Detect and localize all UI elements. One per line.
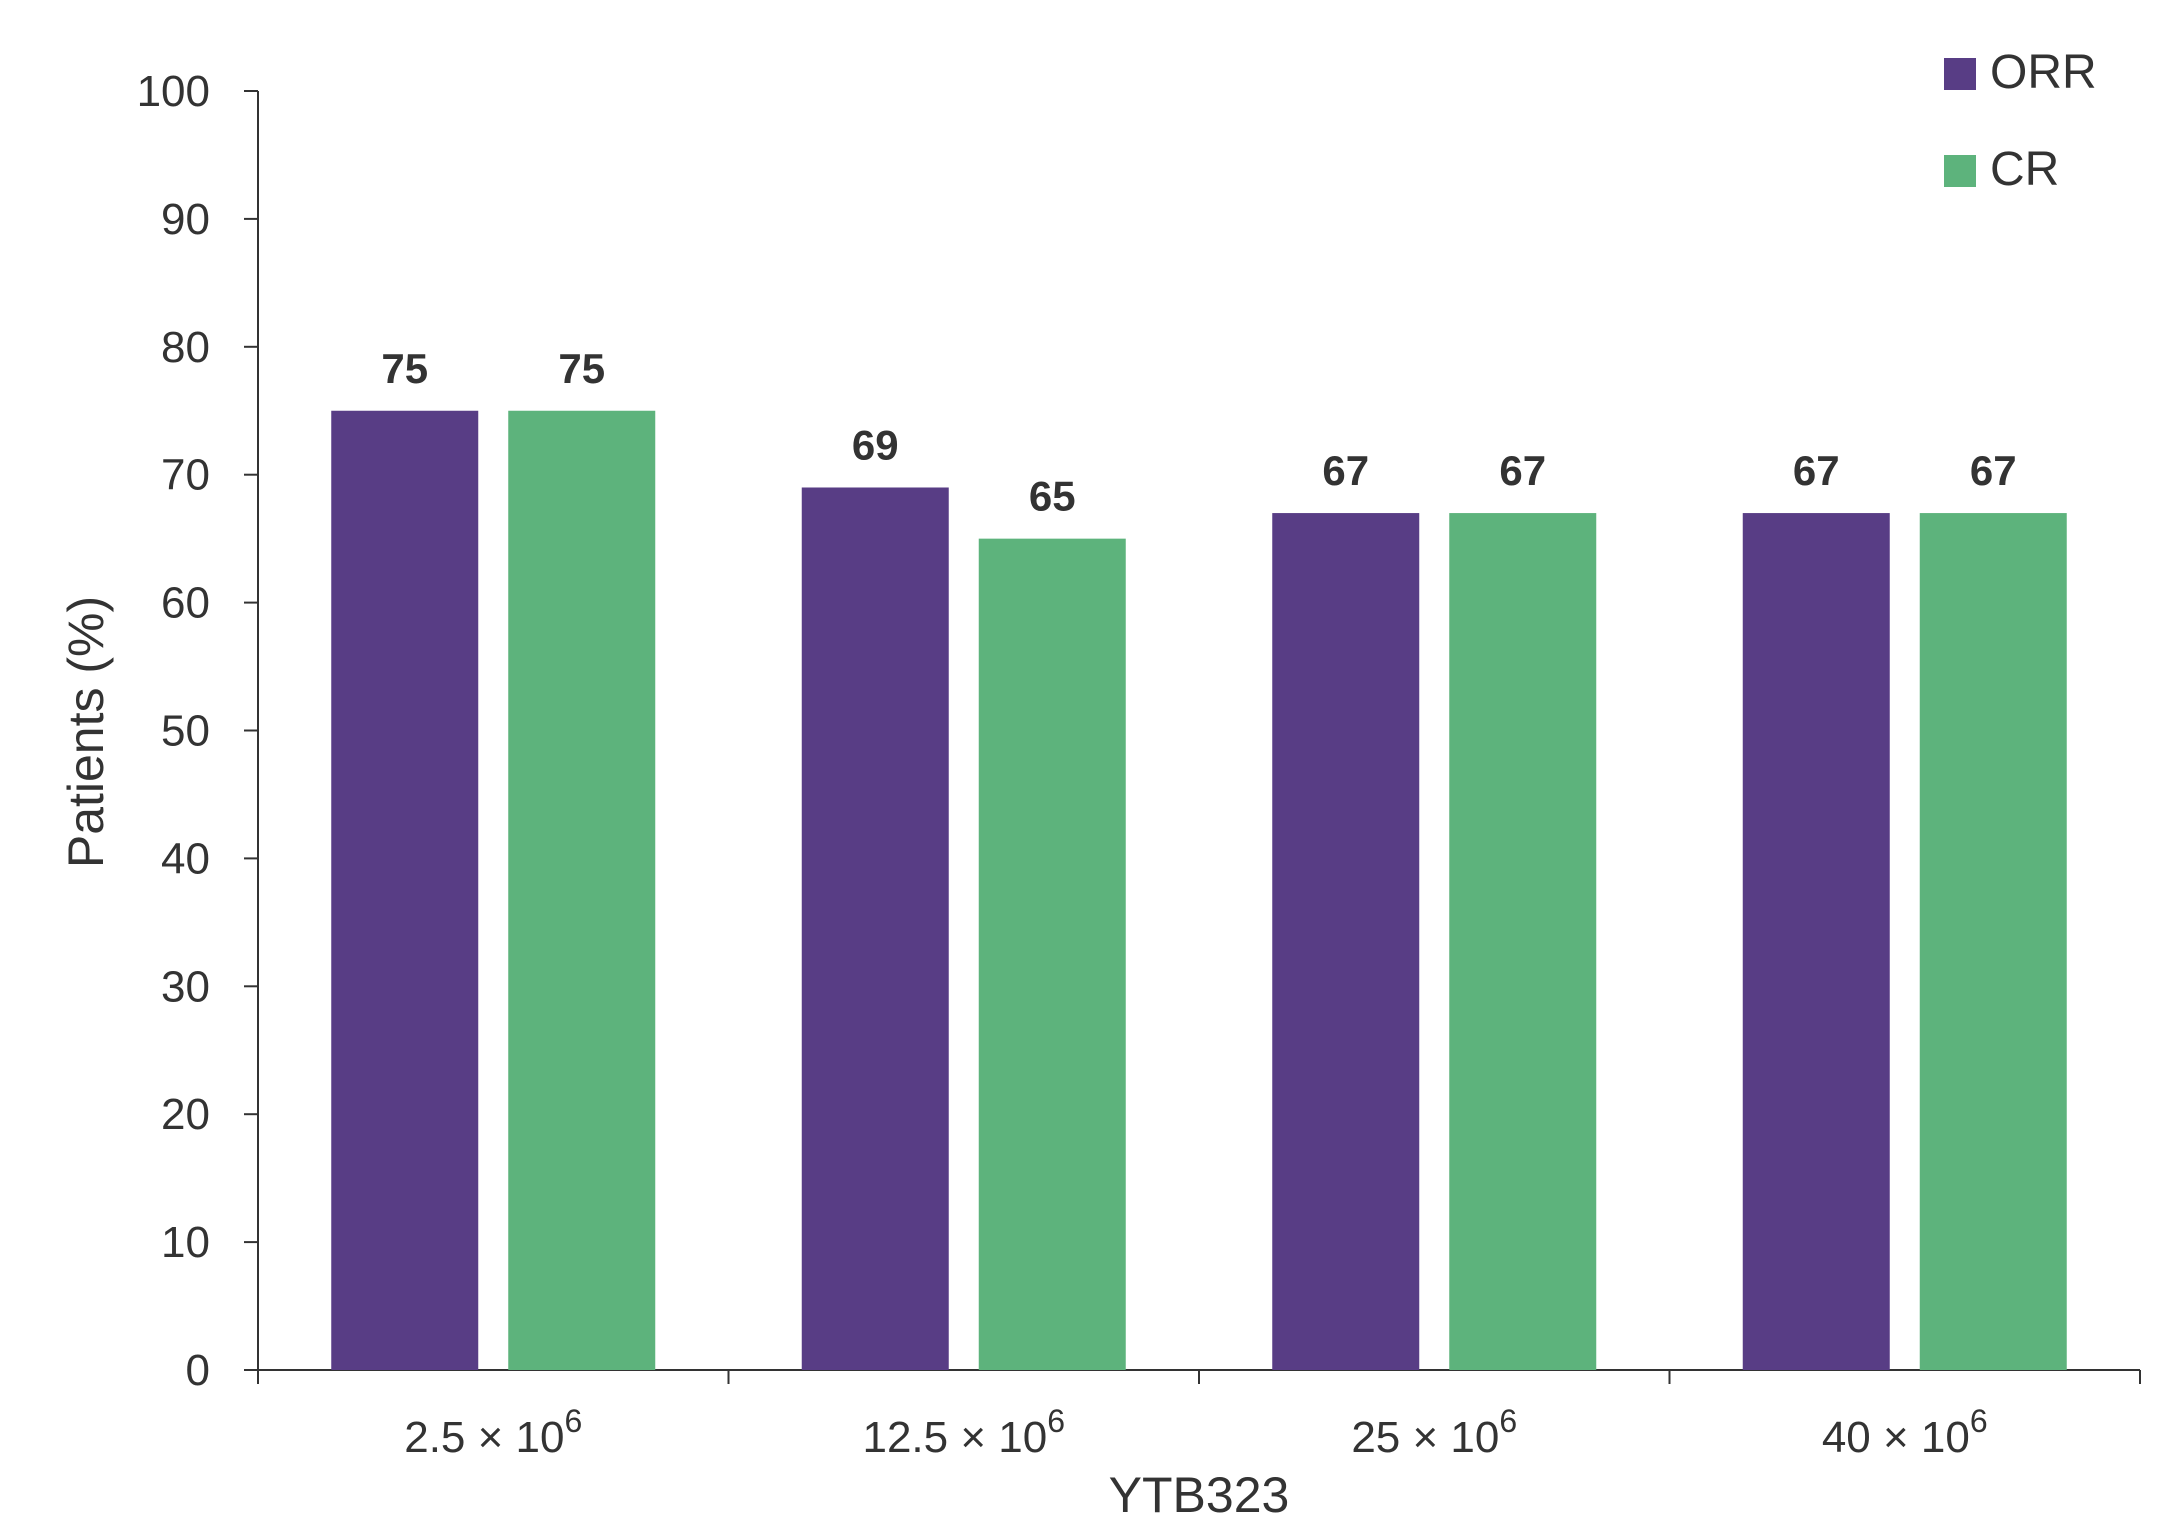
- bar-orr: [1272, 513, 1420, 1370]
- data-label-group: 75 75 69 65 67 67 67 67: [381, 345, 2016, 520]
- data-label: 67: [1793, 447, 1840, 494]
- bar-cr: [978, 538, 1126, 1370]
- legend-label-cr: CR: [1990, 143, 2059, 196]
- y-axis-title: Patients (%): [58, 596, 114, 868]
- legend: ORR CR: [1944, 46, 2097, 196]
- y-tick-label: 40: [161, 834, 210, 883]
- legend-swatch-orr: [1944, 58, 1976, 90]
- bar-cr: [508, 410, 656, 1370]
- data-label: 69: [852, 421, 899, 468]
- x-axis: 2.5 × 106 12.5 × 106 25 × 106 40 × 106: [244, 1369, 2141, 1462]
- x-category-label: 40 × 106: [1822, 1403, 1988, 1462]
- bar-orr: [331, 410, 479, 1370]
- y-tick-label: 80: [161, 323, 210, 372]
- y-tick-label: 20: [161, 1090, 210, 1139]
- legend-label-orr: ORR: [1990, 46, 2097, 99]
- x-category-label: 12.5 × 106: [862, 1403, 1065, 1462]
- y-tick-label: 0: [186, 1346, 210, 1395]
- bar-orr: [801, 487, 949, 1370]
- y-axis: 0 10 20 30 40 50 60 70 80 90 100: [137, 67, 259, 1395]
- y-tick-label: 30: [161, 962, 210, 1011]
- y-tick-label: 60: [161, 579, 210, 628]
- data-label: 67: [1970, 447, 2017, 494]
- data-label: 75: [381, 345, 428, 392]
- data-label: 75: [558, 345, 605, 392]
- bar-cr: [1919, 513, 2067, 1370]
- data-label: 65: [1029, 473, 1076, 520]
- x-category-label: 25 × 106: [1351, 1403, 1517, 1462]
- x-category-label: 2.5 × 106: [404, 1403, 582, 1462]
- x-axis-title: YTB323: [1109, 1467, 1290, 1523]
- bar-group: [331, 410, 2067, 1370]
- y-tick-label: 100: [137, 67, 210, 116]
- data-label: 67: [1499, 447, 1546, 494]
- data-label: 67: [1322, 447, 1369, 494]
- bar-orr: [1742, 513, 1890, 1370]
- y-tick-label: 70: [161, 451, 210, 500]
- bar-cr: [1449, 513, 1597, 1370]
- y-tick-label: 10: [161, 1218, 210, 1267]
- y-tick-label: 90: [161, 195, 210, 244]
- y-tick-label: 50: [161, 707, 210, 756]
- legend-swatch-cr: [1944, 155, 1976, 187]
